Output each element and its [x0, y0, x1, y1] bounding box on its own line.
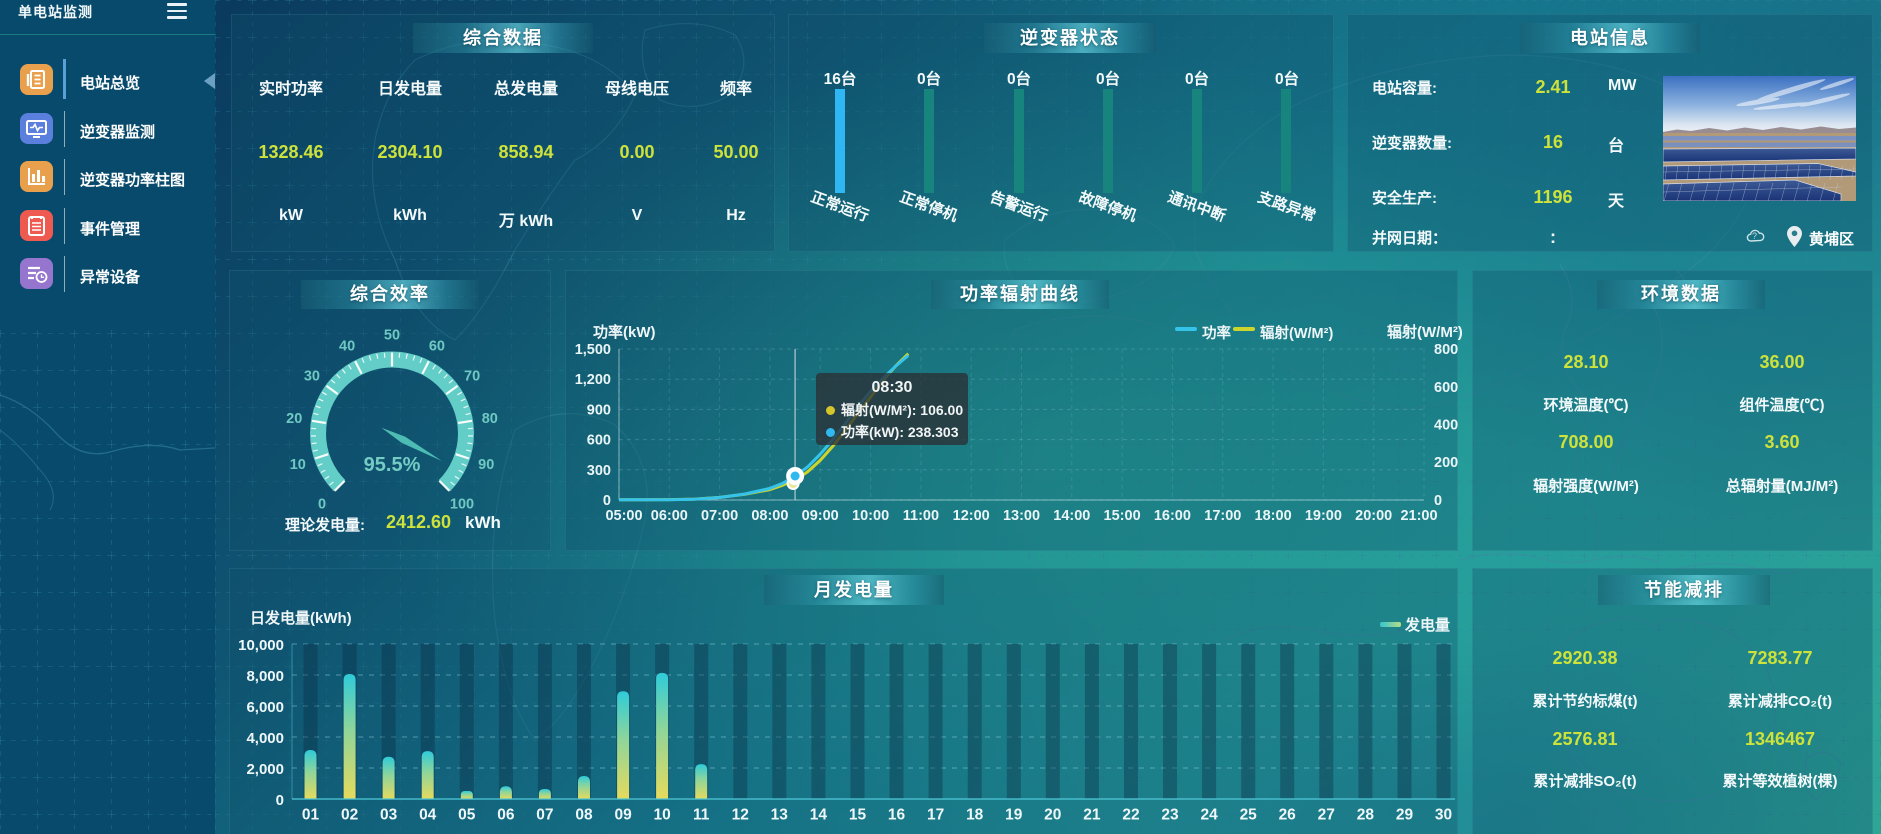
svg-text:09:00: 09:00	[802, 508, 839, 524]
svg-text:12: 12	[732, 807, 749, 824]
svg-text:05: 05	[458, 807, 476, 824]
svg-text:18:00: 18:00	[1255, 508, 1292, 524]
svg-text:29: 29	[1396, 807, 1414, 824]
svg-text:16:00: 16:00	[1154, 508, 1191, 524]
svg-text:22: 22	[1122, 807, 1139, 824]
svg-text:20: 20	[1044, 807, 1061, 824]
svg-text:8,000: 8,000	[246, 668, 284, 685]
svg-text:17: 17	[927, 807, 944, 824]
svg-text:1,200: 1,200	[575, 372, 611, 388]
svg-text:60: 60	[429, 338, 445, 354]
svg-text:21: 21	[1083, 807, 1101, 824]
svg-text:04: 04	[419, 807, 437, 824]
svg-text:30: 30	[1435, 807, 1452, 824]
svg-text:0: 0	[1434, 493, 1442, 509]
svg-text:06:00: 06:00	[651, 508, 688, 524]
svg-text:0: 0	[318, 497, 326, 513]
svg-text:900: 900	[587, 402, 611, 418]
svg-text:19:00: 19:00	[1305, 508, 1342, 524]
svg-text:28: 28	[1357, 807, 1375, 824]
svg-text:800: 800	[1434, 342, 1458, 358]
svg-text:80: 80	[482, 411, 498, 427]
svg-text:27: 27	[1318, 807, 1335, 824]
svg-text:01: 01	[302, 807, 320, 824]
svg-text:13:00: 13:00	[1003, 508, 1040, 524]
svg-text:600: 600	[587, 433, 611, 449]
svg-text:50: 50	[384, 328, 400, 344]
svg-text:20: 20	[286, 411, 302, 427]
svg-text:10:00: 10:00	[852, 508, 889, 524]
svg-text:70: 70	[464, 368, 480, 384]
svg-text:15: 15	[849, 807, 867, 824]
svg-text:2,000: 2,000	[246, 761, 284, 778]
svg-text:08:00: 08:00	[751, 508, 788, 524]
svg-text:07: 07	[536, 807, 553, 824]
svg-text:08: 08	[575, 807, 593, 824]
svg-text:90: 90	[478, 457, 494, 473]
svg-text:06: 06	[497, 807, 515, 824]
svg-text:300: 300	[587, 463, 611, 479]
svg-text:03: 03	[380, 807, 398, 824]
svg-text:09: 09	[614, 807, 632, 824]
svg-text:14: 14	[810, 807, 828, 824]
svg-text:21:00: 21:00	[1400, 508, 1437, 524]
svg-text:?: ?	[1752, 231, 1757, 241]
svg-text:24: 24	[1200, 807, 1218, 824]
svg-text:4,000: 4,000	[246, 730, 284, 747]
svg-text:600: 600	[1434, 380, 1458, 396]
svg-text:20:00: 20:00	[1355, 508, 1392, 524]
svg-text:10,000: 10,000	[238, 637, 284, 654]
svg-text:26: 26	[1279, 807, 1297, 824]
svg-text:12:00: 12:00	[953, 508, 990, 524]
svg-text:400: 400	[1434, 418, 1458, 434]
svg-text:100: 100	[450, 497, 474, 513]
svg-text:11:00: 11:00	[903, 508, 939, 524]
svg-text:02: 02	[341, 807, 358, 824]
svg-text:19: 19	[1005, 807, 1023, 824]
svg-text:10: 10	[653, 807, 670, 824]
svg-text:10: 10	[290, 457, 306, 473]
svg-text:30: 30	[304, 368, 320, 384]
svg-text:1,500: 1,500	[575, 342, 611, 358]
svg-text:07:00: 07:00	[701, 508, 738, 524]
svg-text:14:00: 14:00	[1053, 508, 1090, 524]
svg-text:16: 16	[888, 807, 906, 824]
svg-text:0: 0	[603, 493, 611, 509]
svg-text:25: 25	[1240, 807, 1258, 824]
svg-text:18: 18	[966, 807, 984, 824]
svg-text:0: 0	[276, 792, 284, 809]
svg-text:17:00: 17:00	[1204, 508, 1241, 524]
svg-text:05:00: 05:00	[605, 508, 642, 524]
svg-text:15:00: 15:00	[1104, 508, 1141, 524]
svg-text:23: 23	[1161, 807, 1179, 824]
svg-text:95.5%: 95.5%	[364, 454, 421, 476]
svg-text:200: 200	[1434, 455, 1458, 471]
svg-text:40: 40	[339, 338, 355, 354]
svg-text:13: 13	[771, 807, 789, 824]
svg-text:6,000: 6,000	[246, 699, 284, 716]
svg-text:11: 11	[693, 807, 710, 824]
